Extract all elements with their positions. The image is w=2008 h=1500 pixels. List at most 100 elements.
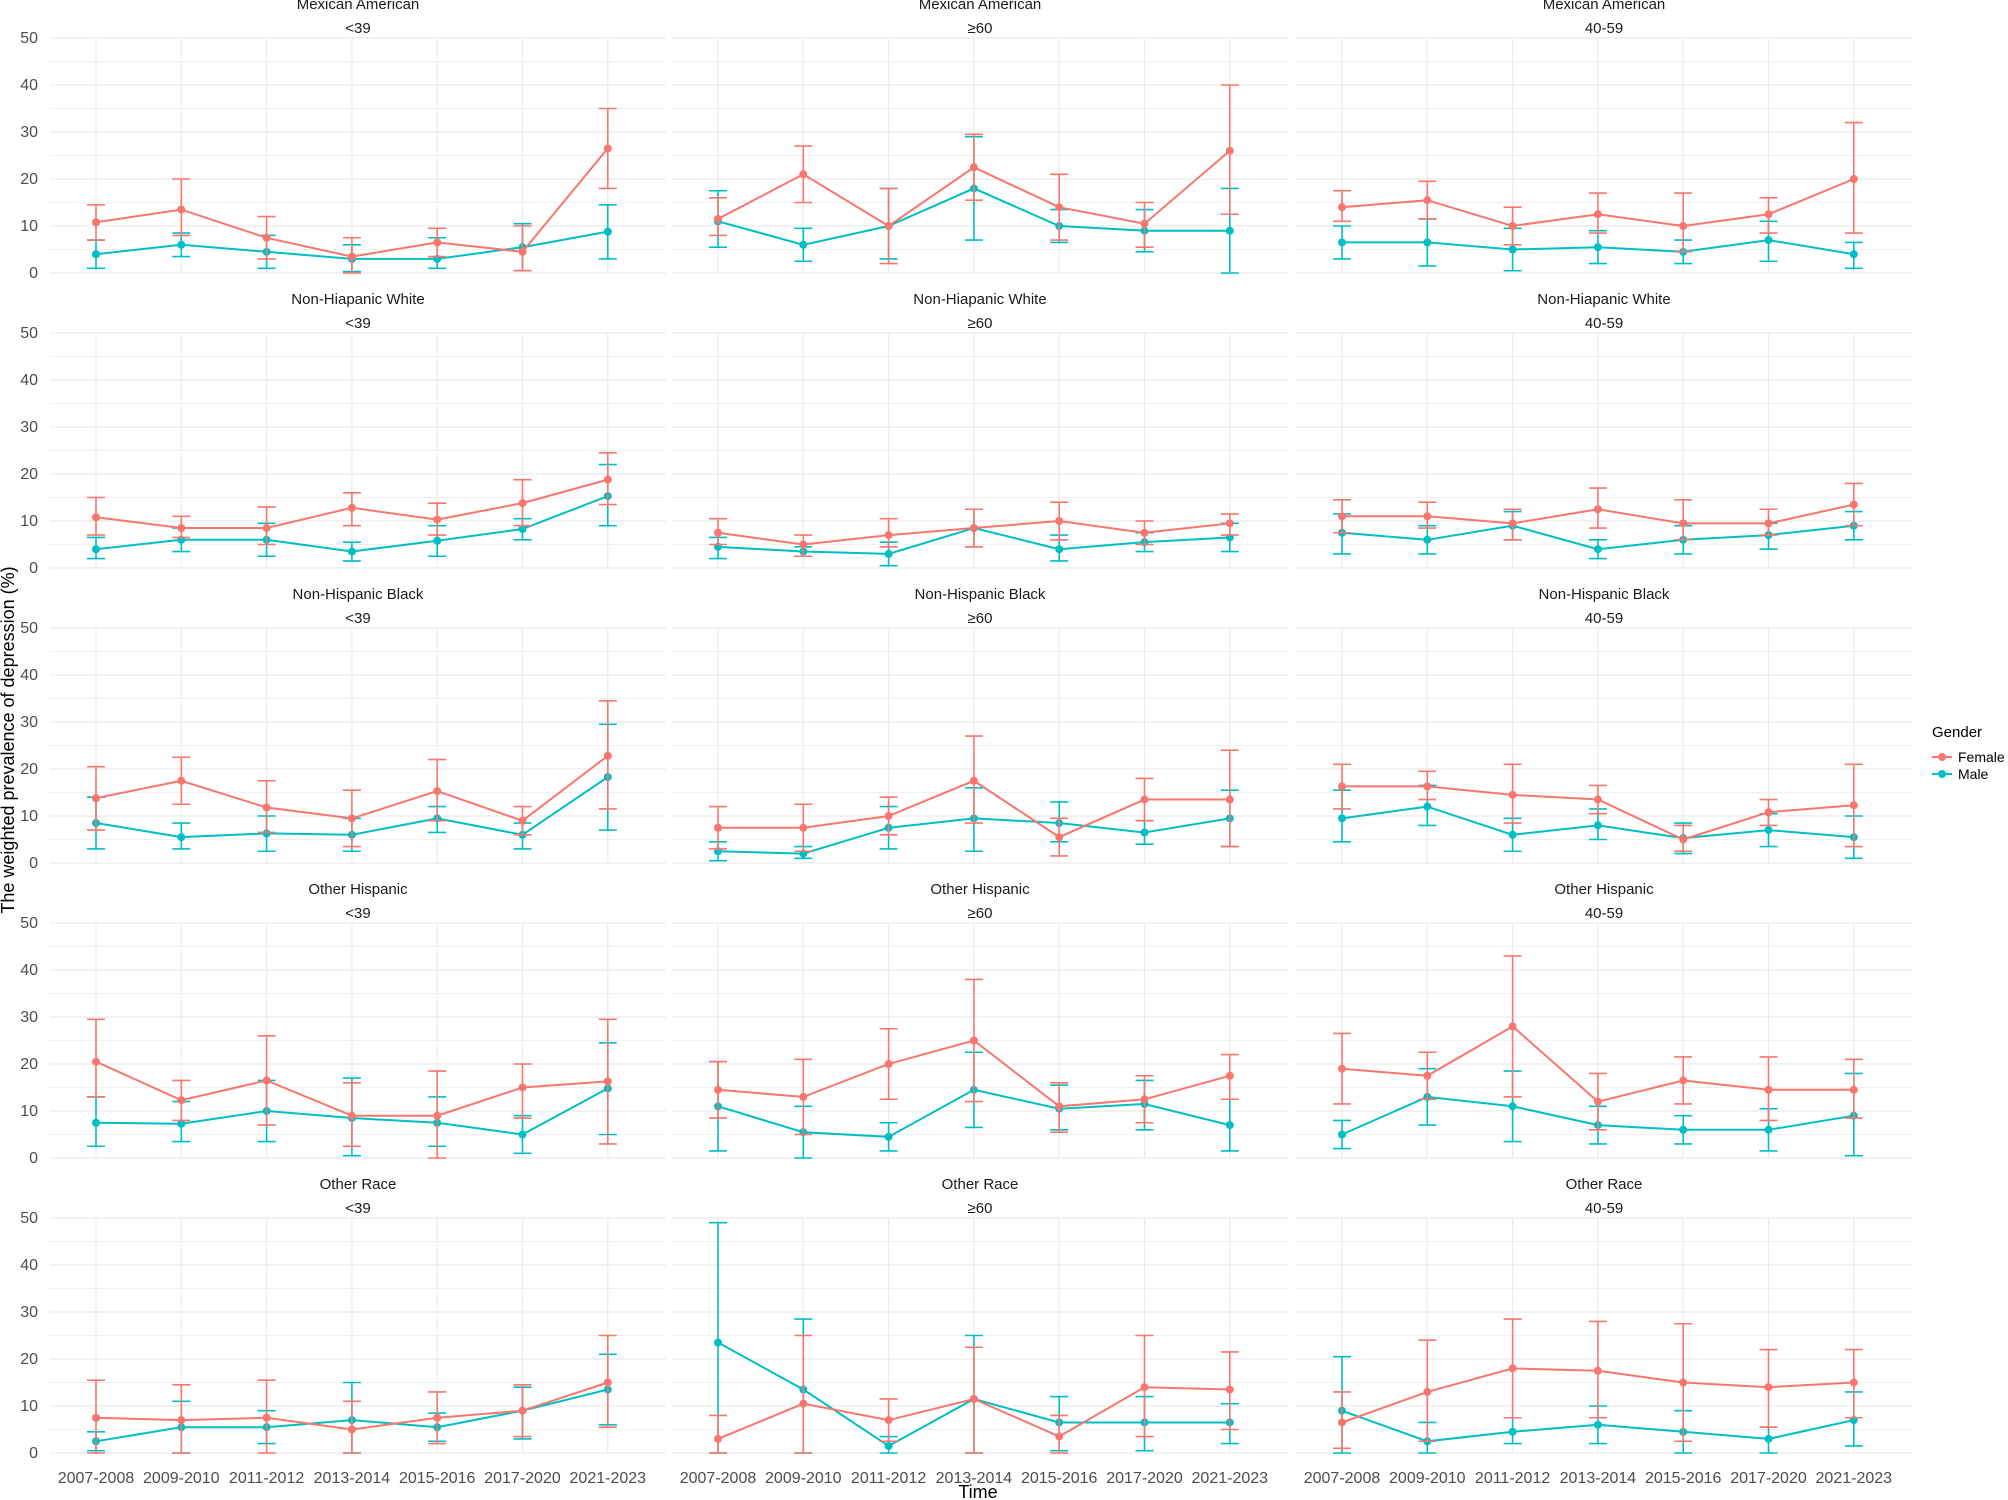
data-point <box>1764 1383 1773 1392</box>
x-tick-label: 2009-2010 <box>765 1470 842 1487</box>
data-point <box>969 524 978 533</box>
data-point <box>177 1416 186 1425</box>
panel-race-label: Mexican American <box>297 0 420 13</box>
data-point <box>518 816 527 825</box>
y-tick-label: 40 <box>20 962 38 979</box>
data-point <box>1140 1095 1149 1104</box>
data-point <box>1140 528 1149 537</box>
x-tick-label: 2007-2008 <box>1304 1470 1381 1487</box>
x-tick-label: 2017-2020 <box>484 1470 561 1487</box>
panel-age-label: <39 <box>345 905 370 922</box>
panel-race-label: Non-Hispanic Black <box>1539 586 1670 603</box>
data-point <box>1140 219 1149 228</box>
panel-mexican-american-2: Mexican American ≥60 <box>672 0 1288 274</box>
x-tick-label: 2007-2008 <box>58 1470 135 1487</box>
data-point <box>1423 1071 1432 1080</box>
data-point <box>1423 1387 1432 1396</box>
series-female <box>87 452 617 546</box>
series-female <box>709 84 1239 265</box>
panel-age-label: ≥60 <box>968 905 993 922</box>
data-point <box>262 1413 271 1422</box>
data-point <box>1225 1385 1234 1394</box>
data-point <box>884 549 893 558</box>
y-tick-label: 20 <box>20 171 38 188</box>
series-female <box>87 1018 617 1159</box>
legend-male-label: Male <box>1958 766 1989 782</box>
series-female <box>87 1334 617 1454</box>
data-point <box>1225 795 1234 804</box>
panel-other-hispanic-3: Other Hispanic 40-59 <box>1296 881 1912 1159</box>
series-male <box>1333 218 1863 272</box>
series-female <box>709 978 1239 1136</box>
data-point <box>969 1394 978 1403</box>
y-tick-label: 40 <box>20 1257 38 1274</box>
series-female <box>87 107 617 274</box>
data-point <box>1338 782 1346 791</box>
data-point <box>1423 782 1432 791</box>
data-point <box>1055 203 1064 212</box>
panel-race-label: Non-Hiapanic White <box>913 291 1046 308</box>
data-point <box>799 1399 808 1408</box>
x-axis-title: Time <box>958 1482 997 1500</box>
data-point <box>1593 210 1602 219</box>
data-point <box>1508 790 1517 799</box>
data-point <box>603 1077 612 1086</box>
data-point <box>1225 146 1234 155</box>
data-point <box>1593 505 1602 514</box>
panel-age-label: ≥60 <box>968 315 993 332</box>
data-point <box>799 823 808 832</box>
panel-age-label: <39 <box>345 315 370 332</box>
data-point <box>177 833 186 842</box>
data-point <box>518 1406 527 1415</box>
data-point <box>347 252 356 261</box>
y-tick-label: 20 <box>20 1056 38 1073</box>
panel-other-hispanic-1: Other Hispanic <39 0 10 20 30 40 50 <box>20 881 666 1167</box>
data-point <box>347 1111 356 1120</box>
x-tick-label: 2007-2008 <box>680 1470 757 1487</box>
data-point <box>347 503 356 512</box>
panel-race-label: Mexican American <box>1543 0 1666 13</box>
panel-age-label: 40-59 <box>1585 1200 1623 1217</box>
data-point <box>433 238 442 247</box>
data-point <box>799 240 808 249</box>
data-point <box>1423 196 1432 205</box>
data-point <box>714 214 722 223</box>
panel-race-label: Non-Hispanic Black <box>293 586 424 603</box>
panel-mexican-american-3: Mexican American 40-59 <box>1296 0 1912 274</box>
y-tick-label: 10 <box>20 808 38 825</box>
panel-non-hispanic-black-2: Non-Hispanic Black ≥60 <box>672 586 1288 864</box>
series-female <box>709 501 1239 558</box>
data-point <box>262 803 271 812</box>
data-point <box>1338 1064 1346 1073</box>
data-point <box>518 247 527 256</box>
data-point <box>92 545 100 554</box>
x-tick-label: 2017-2020 <box>1730 1470 1807 1487</box>
data-point <box>1338 1130 1346 1139</box>
data-point <box>177 1096 186 1105</box>
y-tick-label: 0 <box>29 265 38 282</box>
panel-non-hispanic-black-3: Non-Hispanic Black 40-59 <box>1296 586 1912 864</box>
data-point <box>603 751 612 760</box>
panel-race-label: Other Race <box>1566 1176 1643 1193</box>
y-tick-label: 0 <box>29 855 38 872</box>
data-point <box>92 794 100 803</box>
data-point <box>1055 517 1064 525</box>
data-point <box>1423 512 1432 521</box>
y-tick-label: 30 <box>20 1304 38 1321</box>
y-tick-label: 0 <box>29 1445 38 1462</box>
data-point <box>1593 243 1602 252</box>
data-point <box>1849 1085 1858 1094</box>
data-point <box>1679 835 1688 844</box>
y-tick-label: 40 <box>20 77 38 94</box>
data-point <box>433 536 442 545</box>
legend-female-label: Female <box>1958 749 2005 765</box>
y-tick-label: 10 <box>20 513 38 530</box>
panel-non-hiapanic-white-2: Non-Hiapanic White ≥60 <box>672 291 1288 569</box>
x-tick-label: 2021-2023 <box>1816 1470 1893 1487</box>
y-tick-label: 40 <box>20 372 38 389</box>
y-tick-label: 50 <box>20 915 38 932</box>
data-point <box>347 1425 356 1434</box>
series-female <box>1333 763 1863 853</box>
panel-race-label: Other Race <box>942 1176 1019 1193</box>
data-point <box>92 513 100 522</box>
